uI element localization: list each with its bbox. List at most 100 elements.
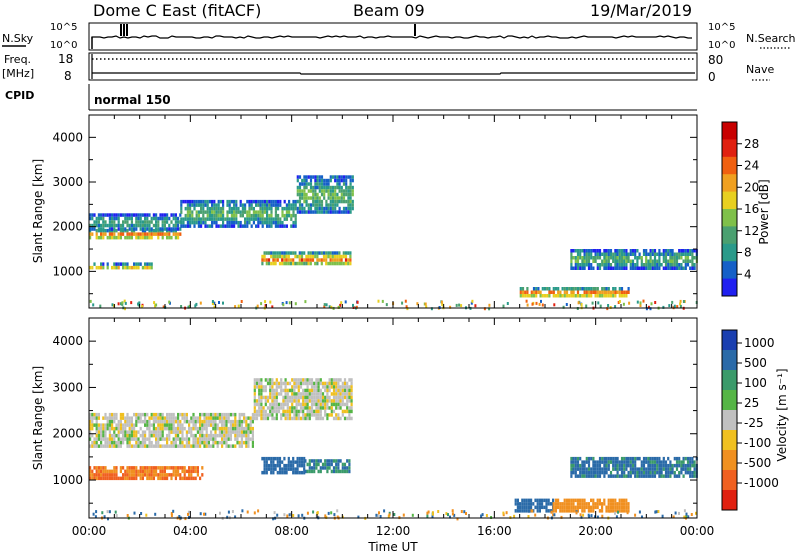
echo-cell	[238, 444, 241, 448]
echo-cell	[194, 426, 197, 431]
echo-cell	[102, 213, 105, 217]
echo-cell	[627, 256, 630, 260]
echo-cell	[596, 470, 599, 475]
echo-cell	[233, 210, 236, 214]
echo-cell	[204, 224, 207, 228]
echo-cell	[651, 266, 654, 270]
echo-cell	[111, 412, 114, 417]
echo-cell	[250, 203, 253, 207]
echo-cell	[205, 444, 208, 448]
echo-cell	[337, 378, 340, 382]
echo-cell	[284, 392, 287, 396]
echo-cell	[345, 210, 348, 214]
echo-cell	[117, 419, 120, 424]
echo-cell	[339, 469, 342, 474]
echo-cell	[647, 263, 650, 267]
echo-cell	[645, 470, 648, 475]
echo-cell	[113, 430, 116, 434]
echo-cell	[184, 217, 187, 221]
echo-cell	[261, 206, 264, 211]
echo-cell	[623, 474, 626, 478]
echo-cell	[146, 466, 149, 470]
echo-cell	[483, 307, 486, 311]
echo-cell	[91, 444, 94, 448]
echo-cell	[210, 433, 213, 438]
echo-cell	[108, 220, 111, 224]
echo-cell	[133, 232, 136, 236]
echo-cell	[339, 406, 342, 410]
echo-cell	[234, 430, 237, 434]
echo-cell	[89, 299, 92, 303]
echo-cell	[227, 419, 230, 424]
echo-cell	[288, 210, 291, 214]
echo-cell	[117, 232, 120, 236]
echo-cell	[349, 210, 352, 214]
echo-cell	[581, 266, 584, 270]
echo-cell	[327, 261, 330, 266]
nsky-trace	[91, 35, 692, 39]
echo-cell	[437, 510, 440, 513]
echo-cell	[102, 433, 105, 438]
echo-cell	[612, 509, 615, 513]
echo-cell	[587, 266, 591, 270]
echo-cell	[579, 470, 582, 475]
echo-cell	[312, 210, 315, 214]
echo-cell	[133, 430, 136, 434]
echo-cell	[89, 426, 92, 431]
echo-cell	[596, 256, 599, 260]
echo-cell	[277, 381, 281, 386]
echo-cell	[579, 505, 582, 510]
echo-cell	[346, 459, 349, 463]
echo-cell	[137, 216, 140, 221]
echo-cell	[329, 189, 332, 193]
echo-cell	[627, 509, 630, 513]
echo-cell	[126, 437, 129, 441]
echo-cell	[261, 199, 264, 204]
echo-cell	[614, 305, 617, 309]
echo-cell	[150, 473, 153, 477]
echo-cell	[97, 220, 100, 224]
echo-cell	[618, 467, 621, 471]
echo-cell	[516, 498, 519, 503]
echo-cell	[516, 505, 519, 510]
echo-cell	[102, 416, 105, 420]
freq-label: Freq.	[4, 53, 31, 66]
echo-cell	[113, 440, 116, 445]
echo-cell	[235, 217, 238, 221]
echo-cell	[190, 433, 193, 438]
echo-cell	[315, 459, 318, 463]
echo-cell	[251, 433, 254, 438]
echo-cell	[660, 474, 663, 478]
echo-cell	[188, 469, 191, 474]
echo-cell	[141, 440, 144, 445]
echo-cell	[304, 300, 307, 304]
echo-cell	[678, 249, 681, 253]
echo-cell	[313, 381, 316, 386]
echo-cell	[274, 467, 277, 471]
echo-cell	[152, 412, 155, 417]
echo-cell	[229, 426, 232, 431]
echo-cell	[350, 378, 353, 382]
echo-cell	[288, 399, 292, 403]
echo-cell	[313, 413, 316, 417]
echo-cell	[330, 413, 333, 417]
echo-cell	[243, 426, 246, 431]
echo-cell	[307, 206, 310, 211]
echo-cell	[304, 416, 307, 421]
echo-cell	[174, 466, 177, 470]
echo-cell	[270, 254, 273, 259]
echo-cell	[152, 416, 155, 420]
echo-cell	[286, 392, 289, 396]
echo-cell	[249, 437, 252, 441]
echo-cell	[124, 265, 127, 270]
echo-cell	[155, 213, 158, 217]
echo-cell	[614, 505, 617, 510]
echo-cell	[302, 409, 305, 414]
echo-cell	[669, 263, 672, 267]
echo-cell	[177, 469, 180, 474]
echo-cell	[616, 463, 619, 468]
echo-cell	[552, 294, 555, 298]
echo-cell	[107, 517, 109, 521]
echo-cell	[349, 189, 352, 193]
echo-cell	[340, 199, 343, 204]
